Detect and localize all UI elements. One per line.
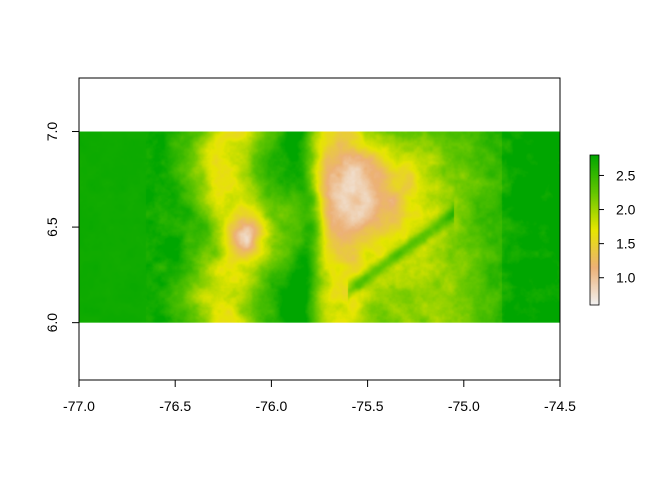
x-axis: -77.0 -76.5 -76.0 -75.5 -75.0 -74.5 — [63, 379, 576, 414]
legend-tick-label: 2.5 — [616, 167, 636, 183]
y-tick-label: 6.0 — [44, 313, 60, 333]
x-tick-label: -77.0 — [63, 398, 95, 414]
map-plot — [78, 77, 561, 381]
legend-gradient — [590, 155, 599, 305]
x-tick-label: -75.5 — [352, 398, 384, 414]
y-tick-label: 7.0 — [44, 122, 60, 142]
y-axis: 6.0 6.5 7.0 — [44, 122, 80, 333]
y-tick-label: 6.5 — [44, 217, 60, 237]
x-tick-label: -76.5 — [159, 398, 191, 414]
legend-frame — [589, 154, 600, 306]
legend-tick-label: 1.5 — [616, 236, 636, 252]
legend-colorbar: 1.0 1.5 2.0 2.5 — [589, 154, 636, 306]
legend-tick-label: 1.0 — [616, 270, 636, 286]
x-tick-label: -75.0 — [448, 398, 480, 414]
legend-tick-label: 2.0 — [616, 202, 636, 218]
x-tick-label: -76.0 — [255, 398, 287, 414]
x-tick-label: -74.5 — [544, 398, 576, 414]
elevation-raster — [79, 131, 560, 323]
